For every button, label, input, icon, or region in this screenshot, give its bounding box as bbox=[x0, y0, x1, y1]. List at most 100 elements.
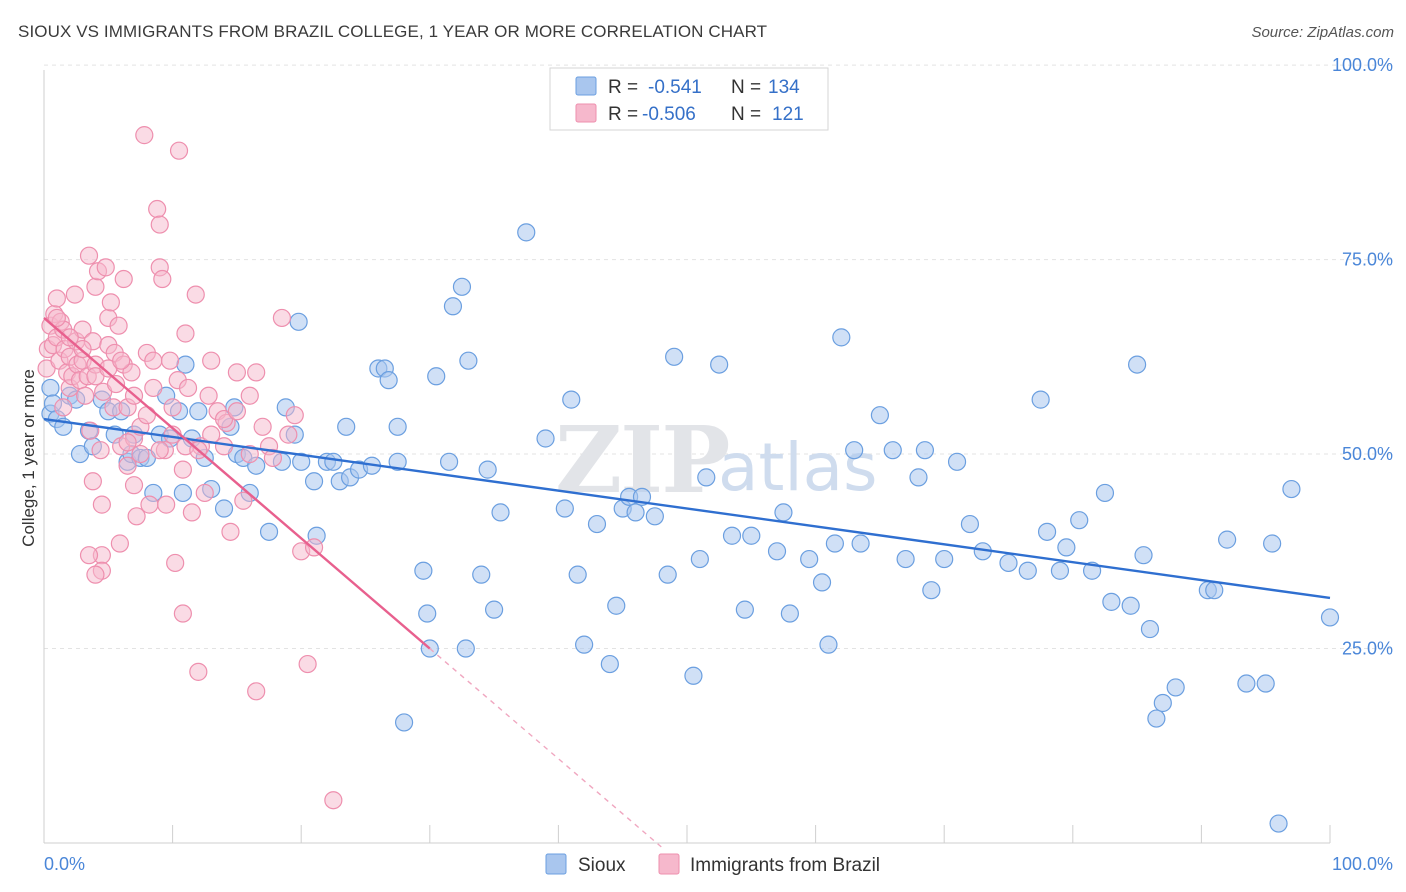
sioux-point-102 bbox=[851, 534, 870, 553]
sioux-point-68 bbox=[478, 460, 497, 479]
sioux-point-110 bbox=[947, 452, 967, 471]
sioux-point-77 bbox=[587, 514, 607, 534]
legend-n-value-sioux: 134 bbox=[768, 77, 800, 98]
brazil-point-105 bbox=[112, 351, 131, 370]
sioux-point-97 bbox=[800, 549, 819, 569]
brazil-point-5 bbox=[47, 289, 66, 308]
sioux-point-106 bbox=[909, 468, 928, 487]
axes bbox=[43, 70, 1331, 844]
sioux-point-72 bbox=[536, 429, 555, 448]
brazil-point-78 bbox=[195, 483, 214, 503]
brazil-point-119 bbox=[131, 444, 150, 464]
sioux-point-137 bbox=[1282, 479, 1301, 499]
brazil-point-114 bbox=[227, 402, 246, 421]
sioux-point-85 bbox=[658, 565, 677, 584]
sioux-point-87 bbox=[684, 666, 703, 685]
sioux-point-76 bbox=[575, 635, 594, 654]
legend-r-label-sioux: R = bbox=[608, 77, 638, 98]
brazil-point-97 bbox=[298, 654, 317, 674]
sioux-point-63 bbox=[443, 297, 463, 316]
y-tick-label-2: 75.0% bbox=[1342, 250, 1393, 270]
y-tick-label-3: 100.0% bbox=[1332, 55, 1393, 75]
sioux-point-92 bbox=[735, 600, 754, 619]
bottom-legend: Sioux Immigrants from Brazil bbox=[545, 853, 880, 876]
sioux-point-127 bbox=[1147, 709, 1166, 728]
brazil-point-72 bbox=[176, 324, 195, 343]
sioux-point-46 bbox=[324, 452, 343, 471]
sioux-point-126 bbox=[1140, 619, 1160, 639]
brazil-point-15 bbox=[65, 285, 84, 304]
sioux-point-115 bbox=[1031, 390, 1050, 409]
brazil-point-45 bbox=[114, 269, 133, 289]
brazil-trend-line bbox=[43, 317, 431, 650]
sioux-point-105 bbox=[896, 549, 915, 569]
brazil-point-100 bbox=[47, 308, 66, 328]
sioux-point-79 bbox=[607, 596, 626, 615]
brazil-point-106 bbox=[124, 476, 144, 495]
brazil-point-93 bbox=[272, 308, 292, 328]
sioux-point-61 bbox=[427, 367, 446, 386]
brazil-point-60 bbox=[150, 215, 169, 234]
brazil-point-38 bbox=[101, 293, 120, 312]
sioux-point-57 bbox=[394, 713, 414, 732]
bottom-legend-swatch-sioux bbox=[545, 853, 567, 875]
brazil-point-118 bbox=[79, 546, 99, 565]
chart-title: SIOUX VS IMMIGRANTS FROM BRAZIL COLLEGE,… bbox=[18, 22, 768, 41]
series-brazil bbox=[37, 126, 343, 810]
brazil-point-92 bbox=[263, 448, 283, 468]
sioux-point-98 bbox=[812, 573, 832, 592]
brazil-point-27 bbox=[86, 277, 105, 296]
sioux-point-96 bbox=[780, 604, 799, 623]
brazil-point-116 bbox=[118, 433, 137, 452]
legend-n-label-brazil: N = bbox=[731, 104, 761, 125]
sioux-point-121 bbox=[1095, 483, 1115, 503]
sioux-point-42 bbox=[292, 452, 311, 471]
sioux-point-78 bbox=[600, 654, 619, 674]
sioux-point-132 bbox=[1218, 530, 1237, 549]
sioux-point-107 bbox=[915, 441, 935, 460]
sioux-point-43 bbox=[304, 472, 324, 491]
brazil-point-101 bbox=[60, 328, 79, 347]
watermark-atlas: atlas bbox=[718, 429, 878, 506]
brazil-point-74 bbox=[182, 503, 201, 522]
brazil-point-58 bbox=[144, 378, 163, 398]
sioux-point-69 bbox=[485, 600, 504, 619]
sioux-point-114 bbox=[1018, 561, 1037, 580]
brazil-point-76 bbox=[189, 662, 208, 681]
brazil-point-59 bbox=[148, 199, 167, 219]
brazil-point-66 bbox=[163, 398, 182, 417]
sioux-point-94 bbox=[767, 542, 787, 561]
sioux-point-133 bbox=[1237, 674, 1256, 693]
sioux-point-117 bbox=[1050, 561, 1070, 580]
sioux-point-59 bbox=[418, 604, 437, 623]
sioux-point-48 bbox=[337, 417, 356, 436]
brazil-point-26 bbox=[83, 472, 102, 491]
legend-r-value-sioux: -0.541 bbox=[648, 77, 702, 98]
chart-source: Source: ZipAtlas.com bbox=[1251, 24, 1394, 41]
sioux-point-129 bbox=[1166, 678, 1185, 697]
brazil-point-67 bbox=[166, 553, 185, 573]
brazil-point-62 bbox=[153, 269, 172, 289]
sioux-trend-line bbox=[43, 417, 1331, 600]
sioux-point-131 bbox=[1205, 581, 1224, 600]
sioux-point-134 bbox=[1263, 534, 1282, 553]
sioux-point-58 bbox=[414, 561, 433, 580]
brazil-point-48 bbox=[118, 456, 137, 475]
brazil-point-108 bbox=[150, 441, 169, 460]
sioux-point-25 bbox=[176, 355, 195, 374]
sioux-point-64 bbox=[452, 277, 472, 296]
brazil-point-89 bbox=[247, 682, 266, 701]
brazil-point-75 bbox=[186, 285, 205, 304]
brazil-point-79 bbox=[199, 386, 218, 405]
sioux-point-128 bbox=[1153, 693, 1172, 713]
sioux-point-89 bbox=[697, 468, 716, 487]
sioux-point-124 bbox=[1127, 355, 1147, 374]
brazil-point-87 bbox=[240, 386, 259, 405]
brazil-point-35 bbox=[96, 258, 115, 277]
sioux-point-136 bbox=[1269, 814, 1288, 833]
sioux-point-84 bbox=[645, 507, 664, 526]
sioux-point-54 bbox=[379, 371, 398, 390]
brazil-point-65 bbox=[160, 351, 180, 370]
brazil-point-52 bbox=[127, 507, 146, 526]
sioux-point-93 bbox=[742, 526, 761, 545]
